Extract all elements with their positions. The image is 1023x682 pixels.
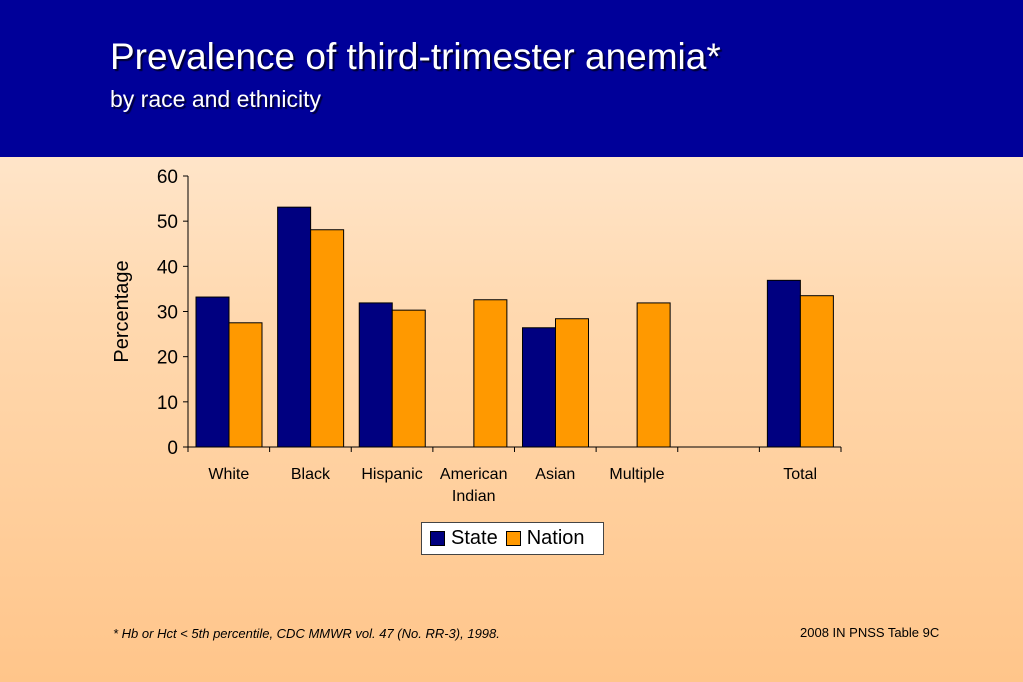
x-label-3-0: American — [440, 466, 508, 483]
x-label-5-0: Multiple — [609, 466, 664, 483]
bar-state-0 — [195, 296, 230, 448]
title-banner: Prevalence of third-trimester anemia* by… — [0, 0, 1023, 157]
chart-legend: State Nation — [421, 522, 604, 555]
x-label-4-0: Asian — [535, 466, 575, 483]
bar-nation-0 — [228, 322, 263, 448]
bar-nation-5 — [636, 302, 671, 448]
bar-nation-7 — [799, 295, 834, 448]
y-tick-label-0: 0 — [167, 438, 178, 459]
x-label-1-0: Black — [291, 466, 331, 483]
bar-nation-3 — [473, 299, 508, 448]
slide-subtitle: by race and ethnicity — [110, 86, 321, 112]
bar-state-2 — [358, 302, 393, 448]
y-tick-label-20: 20 — [157, 348, 178, 369]
legend-swatch-state — [430, 531, 445, 546]
footnote: * Hb or Hct < 5th percentile, CDC MMWR v… — [113, 626, 500, 641]
y-tick-label-30: 30 — [157, 303, 178, 324]
x-label-0-0: White — [208, 466, 249, 483]
bar-nation-1 — [310, 229, 345, 448]
bar-state-1 — [277, 206, 312, 448]
y-tick-label-10: 10 — [157, 393, 178, 414]
bar-state-4 — [522, 327, 556, 448]
legend-label-nation: Nation — [526, 527, 585, 549]
bar-nation-2 — [391, 309, 426, 448]
x-label-2-0: Hispanic — [361, 466, 422, 483]
legend-item-nation: Nation — [505, 527, 585, 550]
legend-item-state: State — [430, 527, 498, 550]
source-note: 2008 IN PNSS Table 9C — [800, 625, 940, 640]
y-tick-label-50: 50 — [157, 212, 178, 233]
bar-nation-4 — [555, 318, 589, 448]
bar-chart: 0 10 20 30 40 50 60 White Black Hispanic American I… — [111, 167, 842, 505]
x-label-7-0: Total — [783, 466, 817, 483]
y-tick-label-60: 60 — [157, 167, 178, 188]
slide-title: Prevalence of third-trimester anemia* — [110, 36, 721, 77]
y-axis-title: Percentage — [111, 260, 133, 362]
bar-state-7 — [766, 279, 801, 448]
x-label-3-1: Indian — [452, 488, 496, 505]
legend-label-state: State — [451, 527, 498, 549]
y-tick-label-40: 40 — [157, 257, 178, 278]
legend-swatch-nation — [505, 531, 521, 546]
